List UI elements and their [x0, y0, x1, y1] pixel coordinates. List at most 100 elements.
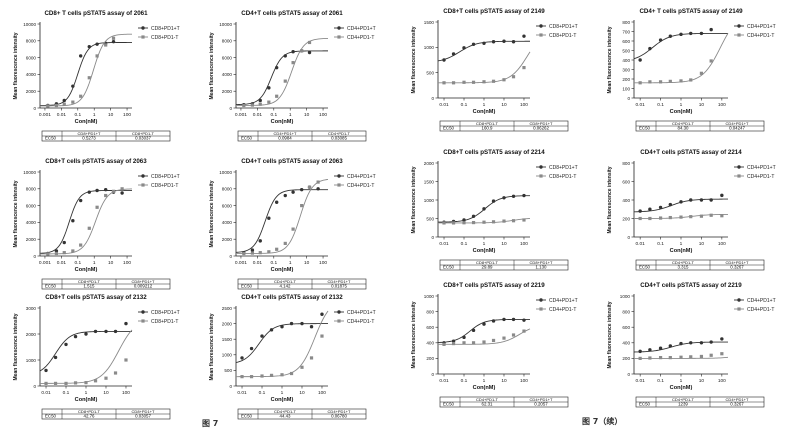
- data-point: [250, 103, 255, 107]
- data-point: [699, 198, 704, 202]
- y-axis-label: Mean fluorescence intensity: [13, 313, 19, 380]
- x-tick-label: 0.1: [657, 378, 664, 384]
- legend-label: CD4+PD1-T: [747, 174, 774, 180]
- fit-curve: [236, 37, 329, 106]
- x-tick-label: 0.01: [57, 260, 67, 266]
- x-axis-label: Con(nM): [473, 109, 496, 115]
- legend-label: CD8+PD1-T: [151, 319, 178, 325]
- y-tick-label: 8000: [222, 187, 233, 192]
- y-tick-label: 0: [33, 384, 36, 389]
- data-point: [462, 46, 466, 50]
- y-tick-label: 6000: [222, 203, 233, 208]
- data-point: [648, 216, 652, 221]
- x-axis-label: Con(nM): [670, 248, 693, 254]
- ec50-column-header: CD4+PD1-T: [672, 121, 694, 126]
- chart-panel: CD4+T cells pSTAT5 assay of 2061 0 2000 400…: [206, 4, 396, 142]
- data-point: [104, 193, 108, 198]
- y-tick-label: 10000: [219, 170, 232, 175]
- chart-svg: CD4+T cells pSTAT5 assay of 2061 0 2000 400…: [209, 10, 376, 142]
- data-point: [668, 34, 673, 38]
- x-tick-label: 1: [680, 102, 683, 108]
- data-point: [267, 100, 271, 104]
- data-point: [53, 381, 58, 385]
- legend-label: CD4+PD1+T: [747, 165, 776, 171]
- ec50-value: 0.3267: [730, 401, 744, 406]
- x-tick-label: 0.001: [235, 112, 247, 118]
- chart-svg: CD4+T cells pSTAT5 assay of 2219 0 200 400 6…: [607, 282, 776, 408]
- data-point: [471, 80, 476, 84]
- data-point: [309, 325, 314, 329]
- y-tick-label: 1000: [424, 198, 435, 203]
- data-point: [64, 381, 68, 385]
- chart-title: CD4+ T cells pSTAT5 assay of 2149: [639, 8, 743, 15]
- y-tick-label: 200: [426, 356, 434, 361]
- data-point: [291, 227, 295, 231]
- data-point: [679, 200, 683, 204]
- x-tick-label: 100: [122, 390, 130, 396]
- legend-label: CD4+PD1+T: [747, 24, 776, 30]
- data-point: [511, 219, 516, 223]
- y-tick-label: 1000: [620, 294, 631, 299]
- data-point: [522, 193, 526, 198]
- ec50-value: 0.04247: [729, 125, 745, 130]
- y-tick-label: 2000: [222, 89, 233, 94]
- data-point: [283, 54, 287, 58]
- data-point: [502, 39, 506, 43]
- y-tick-label: 2500: [222, 306, 233, 311]
- x-tick-label: 100: [718, 102, 726, 108]
- ec50-row-label: EC50: [241, 135, 253, 140]
- data-point: [689, 31, 693, 36]
- data-point: [482, 80, 486, 84]
- ec50-column-header: CD4+PD1+T: [726, 121, 749, 126]
- ec50-column-header: CD8+PD1-T: [132, 131, 154, 136]
- y-axis-label: Mean fluorescence intensity: [411, 166, 417, 233]
- data-point: [491, 79, 496, 83]
- ec50-row-label: EC50: [639, 125, 651, 130]
- y-axis-label: Mean fluorescence intensity: [411, 26, 417, 93]
- chart-title: CD8+T cells pSTAT5 assay of 2149: [443, 8, 545, 15]
- data-point: [289, 321, 294, 326]
- data-point: [53, 355, 58, 360]
- data-point: [316, 180, 320, 184]
- ec50-value: 0.5273: [82, 135, 96, 140]
- data-point: [462, 341, 466, 345]
- y-tick-label: 100: [622, 86, 630, 91]
- y-tick-label: 800: [622, 309, 630, 314]
- data-point: [482, 220, 486, 224]
- y-tick-label: 500: [622, 48, 630, 53]
- ec50-column-header: CD4+PD1+T: [726, 397, 749, 402]
- x-tick-label: 10: [103, 390, 109, 396]
- data-point: [249, 346, 254, 351]
- x-tick-label: 0.1: [270, 260, 277, 266]
- y-tick-label: 600: [622, 39, 630, 44]
- ec50-row-label: EC50: [241, 283, 253, 288]
- y-tick-label: 800: [622, 161, 630, 166]
- x-tick-label: 100: [520, 378, 528, 384]
- data-point: [84, 381, 88, 385]
- data-point: [720, 193, 724, 198]
- x-tick-label: 100: [718, 241, 726, 247]
- x-tick-label: 1: [483, 241, 486, 247]
- legend-marker: [737, 165, 741, 169]
- data-point: [250, 251, 255, 255]
- data-point: [300, 365, 304, 369]
- data-point: [307, 185, 312, 189]
- ec50-column-header: CD8+PD1+T: [78, 131, 101, 136]
- data-point: [46, 104, 50, 108]
- data-point: [283, 79, 287, 83]
- x-tick-label: 10: [501, 102, 507, 108]
- x-tick-label: 1: [483, 102, 486, 108]
- chart-svg: CD4+T cells pSTAT5 assay of 213205001000…: [209, 294, 376, 420]
- y-tick-label: 0: [627, 235, 630, 240]
- data-point: [111, 39, 116, 44]
- data-point: [274, 200, 279, 204]
- data-point: [242, 103, 246, 108]
- chart-title: CD8+T cells pSTAT5 assay of 2132: [45, 294, 147, 301]
- data-point: [511, 40, 516, 44]
- x-tick-label: 100: [319, 112, 327, 118]
- chart-panel: CD8+T cells pSTAT5 assay of 2149 0 500 1000…: [408, 2, 598, 132]
- data-point: [87, 226, 91, 230]
- y-axis-label: Mean fluorescence intensity: [209, 180, 215, 247]
- ec50-column-header: CD4+PD1+T: [530, 397, 553, 402]
- legend-marker: [141, 319, 145, 323]
